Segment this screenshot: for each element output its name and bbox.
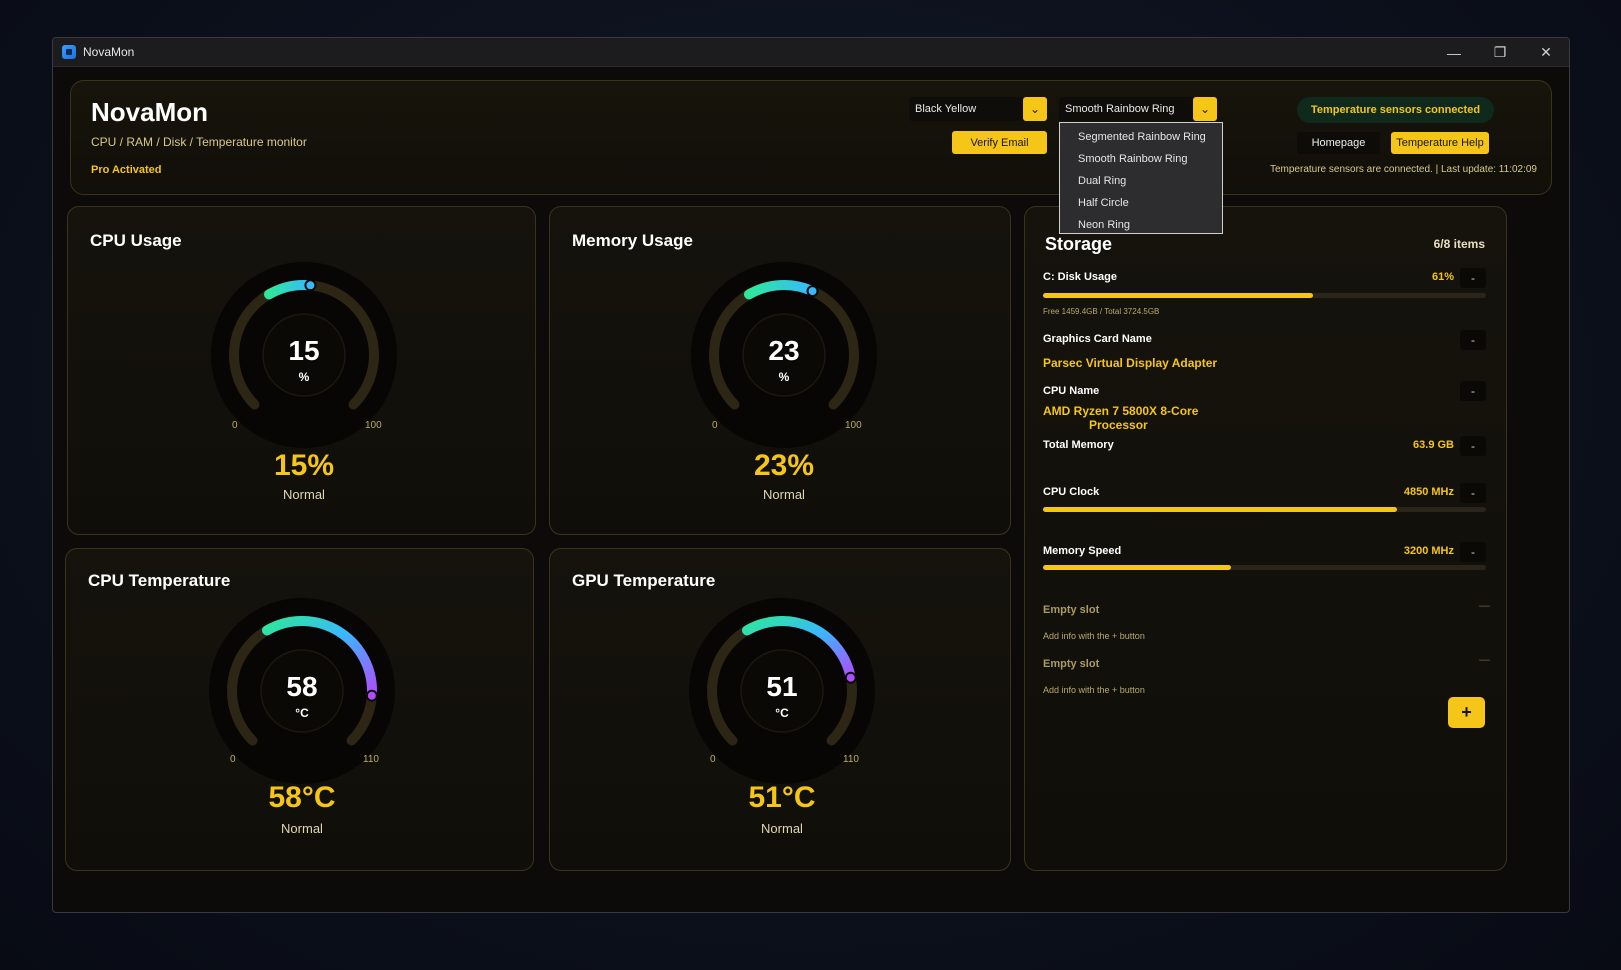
cpu-name-value-line1: AMD Ryzen 7 5800X 8-Core xyxy=(1043,404,1199,418)
memory-usage-gauge xyxy=(691,262,877,448)
dropdown-option[interactable]: Neon Ring xyxy=(1078,219,1130,231)
dropdown-option[interactable]: Half Circle xyxy=(1078,197,1129,209)
memory-speed-value: 3200 MHz xyxy=(1403,545,1454,557)
chevron-down-icon[interactable]: ⌄ xyxy=(1193,97,1217,121)
gpu-temperature-card: GPU Temperature 51 °C 0 110 51°C Normal xyxy=(549,548,1011,871)
gauge-unit: % xyxy=(778,370,790,384)
gauge-max-label: 110 xyxy=(843,754,859,765)
gauge-status: Normal xyxy=(761,821,803,836)
gauge-min-label: 0 xyxy=(710,754,716,765)
dropdown-option[interactable]: Smooth Rainbow Ring xyxy=(1078,153,1188,165)
homepage-button[interactable]: Homepage xyxy=(1297,132,1380,154)
gauge-status: Normal xyxy=(763,487,805,502)
chevron-down-icon[interactable]: ⌄ xyxy=(1023,97,1047,121)
gauge-display-value: 15% xyxy=(273,449,335,482)
remove-gpu-name-button[interactable]: - xyxy=(1460,330,1486,350)
gauge-unit: % xyxy=(298,370,310,384)
card-title: GPU Temperature xyxy=(572,571,716,590)
header-panel: NovaMon CPU / RAM / Disk / Temperature m… xyxy=(70,80,1552,195)
gauge-value: 51 xyxy=(766,671,798,702)
gpu-name-value: Parsec Virtual Display Adapter xyxy=(1043,356,1218,370)
card-title: CPU Temperature xyxy=(88,571,231,590)
card-title: CPU Usage xyxy=(90,231,182,250)
theme-select-value: Black Yellow xyxy=(915,103,977,115)
gauge-unit: °C xyxy=(295,706,309,720)
gauge-status: Normal xyxy=(283,487,325,502)
ring-style-select-value: Smooth Rainbow Ring xyxy=(1065,103,1175,115)
gauge-display-value: 58°C xyxy=(268,781,336,814)
disk-usage-value: 61% xyxy=(1431,271,1454,283)
gauge-display-value: 51°C xyxy=(748,781,816,814)
memory-speed-label: Memory Speed xyxy=(1043,545,1122,557)
storage-count: 6/8 items xyxy=(1433,237,1485,251)
remove-cpu-clock-button[interactable]: - xyxy=(1460,483,1486,503)
cpu-name-value-line2: Processor xyxy=(1089,418,1148,432)
temperature-help-button[interactable]: Temperature Help xyxy=(1391,132,1489,154)
close-button[interactable]: ✕ xyxy=(1540,44,1552,60)
minimize-button[interactable]: — xyxy=(1447,44,1461,61)
storage-card: Storage 6/8 items C: Disk Usage 61% - Fr… xyxy=(1024,206,1507,871)
maximize-button[interactable]: ❐ xyxy=(1493,44,1507,60)
sensor-status-badge: Temperature sensors connected xyxy=(1297,97,1494,123)
gauge-value: 23 xyxy=(768,335,800,366)
empty-slot-dash: — xyxy=(1479,654,1490,666)
cpu-clock-bar xyxy=(1043,507,1486,512)
cpu-clock-label: CPU Clock xyxy=(1043,486,1100,498)
ring-style-select[interactable]: Smooth Rainbow Ring ⌄ xyxy=(1059,97,1217,121)
empty-slot-hint: Add info with the + button xyxy=(1043,685,1145,695)
total-memory-value: 63.9 GB xyxy=(1413,439,1454,451)
memory-usage-card: Memory Usage 23 % 0 100 23% Normal xyxy=(549,206,1011,535)
theme-select[interactable]: Black Yellow ⌄ xyxy=(909,97,1047,121)
gpu-name-label: Graphics Card Name xyxy=(1043,333,1152,345)
dropdown-option[interactable]: Dual Ring xyxy=(1078,175,1127,187)
window-title: NovaMon xyxy=(83,45,135,59)
empty-slot-title: Empty slot xyxy=(1043,658,1100,670)
app-subtitle: CPU / RAM / Disk / Temperature monitor xyxy=(91,135,307,149)
card-title: Memory Usage xyxy=(572,231,693,250)
remove-total-memory-button[interactable]: - xyxy=(1460,436,1486,456)
memory-speed-bar xyxy=(1043,565,1486,570)
gauge-value: 15 xyxy=(288,335,320,366)
disk-usage-label: C: Disk Usage xyxy=(1043,271,1117,283)
gauge-unit: °C xyxy=(775,706,789,720)
gauge-min-label: 0 xyxy=(232,420,238,431)
license-status: Pro Activated xyxy=(91,164,162,176)
status-line: Temperature sensors are connected. | Las… xyxy=(1269,164,1537,175)
gauge-max-label: 100 xyxy=(845,420,862,431)
cpu-clock-value: 4850 MHz xyxy=(1403,486,1454,498)
empty-slot-title: Empty slot xyxy=(1043,604,1100,616)
cpu-name-label: CPU Name xyxy=(1043,385,1100,397)
ring-style-dropdown: Segmented Rainbow Ring Smooth Rainbow Ri… xyxy=(1059,122,1223,234)
gauge-max-label: 110 xyxy=(363,754,379,765)
gauge-display-value: 23% xyxy=(753,449,815,482)
gauge-status: Normal xyxy=(281,821,323,836)
cpu-temperature-gauge xyxy=(209,598,395,784)
gauge-value: 58 xyxy=(286,671,318,702)
storage-title: Storage xyxy=(1045,234,1113,254)
cpu-usage-card: CPU Usage 15 % 0 100 15% Normal xyxy=(67,206,536,535)
remove-memory-speed-button[interactable]: - xyxy=(1460,542,1486,562)
app-icon xyxy=(62,45,76,59)
app-window: NovaMon — ❐ ✕ NovaMon CPU / RAM / Disk /… xyxy=(52,37,1570,913)
empty-slot-dash: — xyxy=(1479,600,1490,612)
app-name: NovaMon xyxy=(91,97,208,127)
disk-usage-bar xyxy=(1043,293,1486,298)
gpu-temperature-gauge xyxy=(689,598,875,784)
empty-slot-hint: Add info with the + button xyxy=(1043,631,1145,641)
remove-disk-button[interactable]: - xyxy=(1460,268,1486,288)
gauge-max-label: 100 xyxy=(365,420,382,431)
verify-email-button[interactable]: Verify Email xyxy=(952,131,1047,154)
disk-detail: Free 1459.4GB / Total 3724.5GB xyxy=(1043,307,1160,316)
title-bar[interactable]: NovaMon — ❐ ✕ xyxy=(53,38,1569,67)
total-memory-label: Total Memory xyxy=(1043,439,1114,451)
gauge-min-label: 0 xyxy=(712,420,718,431)
cpu-usage-gauge xyxy=(211,262,397,448)
gauge-min-label: 0 xyxy=(230,754,236,765)
remove-cpu-name-button[interactable]: - xyxy=(1460,381,1486,401)
add-item-button[interactable]: + xyxy=(1448,697,1485,728)
dropdown-option[interactable]: Segmented Rainbow Ring xyxy=(1078,131,1206,143)
cpu-temperature-card: CPU Temperature 58 °C 0 110 58°C Normal xyxy=(65,548,534,871)
